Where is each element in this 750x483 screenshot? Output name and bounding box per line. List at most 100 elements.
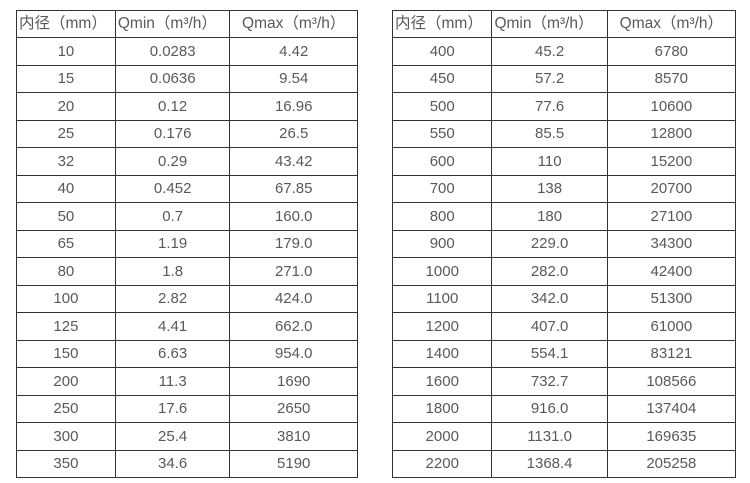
table-row: 450 57.2 8570 [391,64,737,93]
table-row: 25 0.176 26.5 [16,119,358,148]
table-cell: 0.12 [114,92,231,121]
table-row: 65 1.19 179.0 [16,229,358,258]
table-cell: 6.63 [114,339,231,368]
table-cell: 200 [16,367,116,396]
table-cell: 554.1 [491,339,608,368]
table-cell: 424.0 [229,284,358,313]
table-row: 1200 407.0 61000 [391,312,737,341]
table-cell: 450 [391,64,493,93]
table-cell: 271.0 [229,257,358,286]
table-cell: 34.6 [114,449,231,478]
table-body: 10 0.0283 4.42 15 0.0636 9.54 20 0.12 16.96 25 0.1… [16,37,358,478]
table-row: 1600 732.7 108566 [391,367,737,396]
table-cell: 100 [16,284,116,313]
table-cell: 2.82 [114,284,231,313]
table-cell: 57.2 [491,64,608,93]
table-row: 550 85.5 12800 [391,119,737,148]
table-row: 2200 1368.4 205258 [391,449,737,478]
table-cell: 150 [16,339,116,368]
table-cell: 12800 [606,119,737,148]
table-cell: 27100 [606,202,737,231]
table-cell: 0.0283 [114,37,231,66]
table-cell: 25 [16,119,116,148]
table-cell: 0.29 [114,147,231,176]
table-cell: 137404 [606,394,737,423]
table-row: 900 229.0 34300 [391,229,737,258]
table-cell: 83121 [606,339,737,368]
table-cell: 180 [491,202,608,231]
table-cell: 229.0 [491,229,608,258]
table-cell: 20700 [606,174,737,203]
table-cell: 0.176 [114,119,231,148]
table-cell: 34300 [606,229,737,258]
table-cell: 550 [391,119,493,148]
flow-spec-table-large-diameters: 内径（mm） Qmin（m³/h） Qmax（m³/h） 400 45.2 6780… [391,10,737,478]
table-cell: 732.7 [491,367,608,396]
table-cell: 205258 [606,449,737,478]
table-cell: 2200 [391,449,493,478]
table-cell: 45.2 [491,37,608,66]
table-cell: 250 [16,394,116,423]
table-row: 2000 1131.0 169635 [391,422,737,451]
table-row: 15 0.0636 9.54 [16,64,358,93]
table-cell: 350 [16,449,116,478]
table-row: 1800 916.0 137404 [391,394,737,423]
table-cell: 1200 [391,312,493,341]
table-row: 125 4.41 662.0 [16,312,358,341]
table-cell: 600 [391,147,493,176]
table-cell: 1100 [391,284,493,313]
table-row: 600 110 15200 [391,147,737,176]
table-cell: 1400 [391,339,493,368]
table-cell: 42400 [606,257,737,286]
table-cell: 0.0636 [114,64,231,93]
table-cell: 2000 [391,422,493,451]
table-cell: 500 [391,92,493,121]
table-row: 700 138 20700 [391,174,737,203]
table-cell: 67.85 [229,174,358,203]
flow-spec-table-small-diameters: 内径（mm） Qmin（m³/h） Qmax（m³/h） 10 0.0283 4.4… [16,10,358,478]
table-cell: 16.96 [229,92,358,121]
table-row: 150 6.63 954.0 [16,339,358,368]
table-cell: 138 [491,174,608,203]
column-header-qmin: Qmin（m³/h） [491,10,608,38]
table-row: 350 34.6 5190 [16,449,358,478]
table-cell: 1368.4 [491,449,608,478]
table-cell: 25.4 [114,422,231,451]
table-cell: 51300 [606,284,737,313]
table-cell: 15 [16,64,116,93]
table-cell: 110 [491,147,608,176]
table-cell: 0.452 [114,174,231,203]
table-cell: 0.7 [114,202,231,231]
table-row: 32 0.29 43.42 [16,147,358,176]
table-cell: 160.0 [229,202,358,231]
column-header-qmax: Qmax（m³/h） [606,10,737,38]
table-cell: 8570 [606,64,737,93]
table-header-row: 内径（mm） Qmin（m³/h） Qmax（m³/h） [391,10,737,38]
table-row: 50 0.7 160.0 [16,202,358,231]
table-cell: 9.54 [229,64,358,93]
table-cell: 108566 [606,367,737,396]
table-row: 300 25.4 3810 [16,422,358,451]
table-cell: 65 [16,229,116,258]
table-cell: 1600 [391,367,493,396]
column-header-diameter: 内径（mm） [391,10,493,38]
table-row: 80 1.8 271.0 [16,257,358,286]
table-row: 200 11.3 1690 [16,367,358,396]
table-cell: 61000 [606,312,737,341]
table-cell: 407.0 [491,312,608,341]
table-cell: 10 [16,37,116,66]
table-cell: 1690 [229,367,358,396]
table-cell: 17.6 [114,394,231,423]
table-cell: 26.5 [229,119,358,148]
column-header-diameter: 内径（mm） [16,10,116,38]
table-cell: 282.0 [491,257,608,286]
table-cell: 916.0 [491,394,608,423]
table-row: 400 45.2 6780 [391,37,737,66]
table-row: 1000 282.0 42400 [391,257,737,286]
table-header-row: 内径（mm） Qmin（m³/h） Qmax（m³/h） [16,10,358,38]
table-cell: 80 [16,257,116,286]
table-cell: 32 [16,147,116,176]
table-row: 1100 342.0 51300 [391,284,737,313]
table-cell: 20 [16,92,116,121]
table-cell: 85.5 [491,119,608,148]
